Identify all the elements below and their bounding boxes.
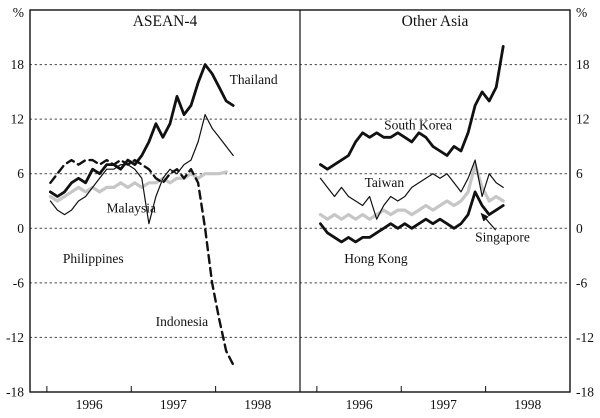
y-tick-label-left: -12: [6, 330, 24, 345]
series-label-singapore: Singapore: [475, 229, 530, 244]
y-tick-label-left: 12: [11, 112, 25, 127]
series-line-singapore: [318, 163, 505, 221]
y-tick-label-right: 18: [576, 57, 590, 72]
x-tick-label: 1996: [346, 397, 373, 412]
y-tick-label-left: 0: [17, 221, 24, 236]
series-label-philippines: Philippines: [63, 251, 124, 266]
x-tick-label: 1997: [160, 397, 187, 412]
series-label-taiwan: Taiwan: [365, 175, 405, 190]
series-line-hong-kong: [318, 190, 505, 244]
x-tick-label: 1997: [430, 397, 457, 412]
y-tick-label-right: -18: [576, 385, 594, 400]
y-tick-label-right: 0: [576, 221, 583, 236]
series-line-indonesia: [49, 158, 235, 366]
panel-title: ASEAN-4: [133, 13, 198, 30]
series-line-south-korea: [318, 45, 505, 171]
y-tick-label-right: 12: [576, 112, 590, 127]
series-label-malaysia: Malaysia: [107, 200, 157, 215]
annotation-arrow: [480, 212, 497, 231]
series-label-thailand: Thailand: [230, 72, 278, 87]
y-tick-label-left: -6: [13, 275, 24, 290]
series-label-indonesia: Indonesia: [156, 314, 208, 329]
x-tick-label: 1998: [514, 397, 541, 412]
series-line-malaysia: [48, 170, 228, 203]
y-tick-label-left: 6: [17, 166, 24, 181]
series-label-south-korea: South Korea: [384, 118, 452, 133]
y-axis-unit-left: %: [13, 5, 24, 20]
y-tick-label-left: 18: [11, 57, 25, 72]
x-tick-label: 1996: [76, 397, 103, 412]
panel-title: Other Asia: [402, 13, 469, 30]
y-axis-unit-right: %: [576, 5, 587, 20]
y-tick-label-right: -12: [576, 330, 594, 345]
series-label-hong-kong: Hong Kong: [344, 251, 408, 266]
series-line-philippines: [49, 113, 234, 225]
x-tick-label: 1998: [244, 397, 271, 412]
y-tick-label-left: -18: [6, 385, 24, 400]
y-tick-label-right: -6: [576, 275, 587, 290]
y-tick-label-right: 6: [576, 166, 583, 181]
series-line-taiwan: [319, 159, 504, 220]
series-line-thailand: [49, 63, 235, 198]
